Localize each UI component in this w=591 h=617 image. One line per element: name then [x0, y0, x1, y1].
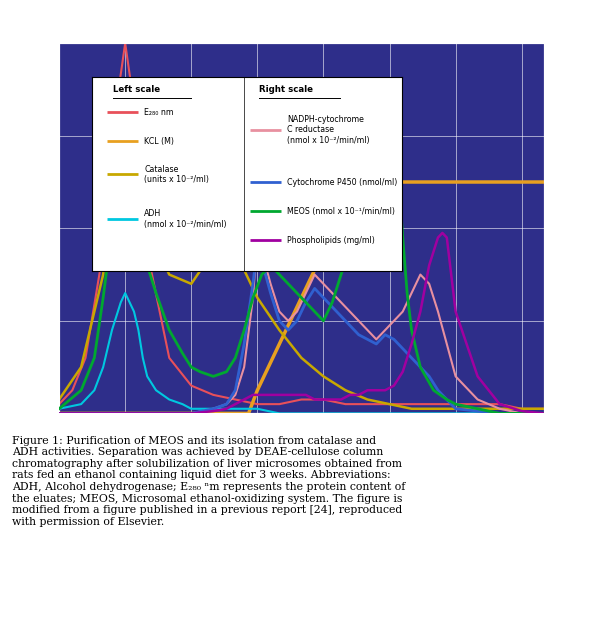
Text: Phospholipids (mg/ml): Phospholipids (mg/ml) — [287, 236, 375, 245]
Text: Catalase
(units x 10⁻²/ml): Catalase (units x 10⁻²/ml) — [144, 165, 209, 184]
Text: MEOS (nmol x 10⁻¹/min/ml): MEOS (nmol x 10⁻¹/min/ml) — [287, 207, 395, 216]
Text: NADPH-cytochrome
C reductase
(nmol x 10⁻²/min/ml): NADPH-cytochrome C reductase (nmol x 10⁻… — [287, 115, 369, 144]
Text: Right scale: Right scale — [259, 85, 313, 94]
Text: Left scale: Left scale — [113, 85, 160, 94]
X-axis label: Elution volume [ml]: Elution volume [ml] — [233, 439, 370, 452]
Text: KCL (M): KCL (M) — [144, 137, 174, 146]
Text: Cytochrome P450 (nmol/ml): Cytochrome P450 (nmol/ml) — [287, 178, 397, 186]
Text: Figure 1: Purification of MEOS and its isolation from catalase and
ADH activitie: Figure 1: Purification of MEOS and its i… — [12, 436, 405, 527]
Text: ADH
(nmol x 10⁻²/min/ml): ADH (nmol x 10⁻²/min/ml) — [144, 209, 227, 229]
Text: E₂₈₀ nm: E₂₈₀ nm — [144, 107, 174, 117]
